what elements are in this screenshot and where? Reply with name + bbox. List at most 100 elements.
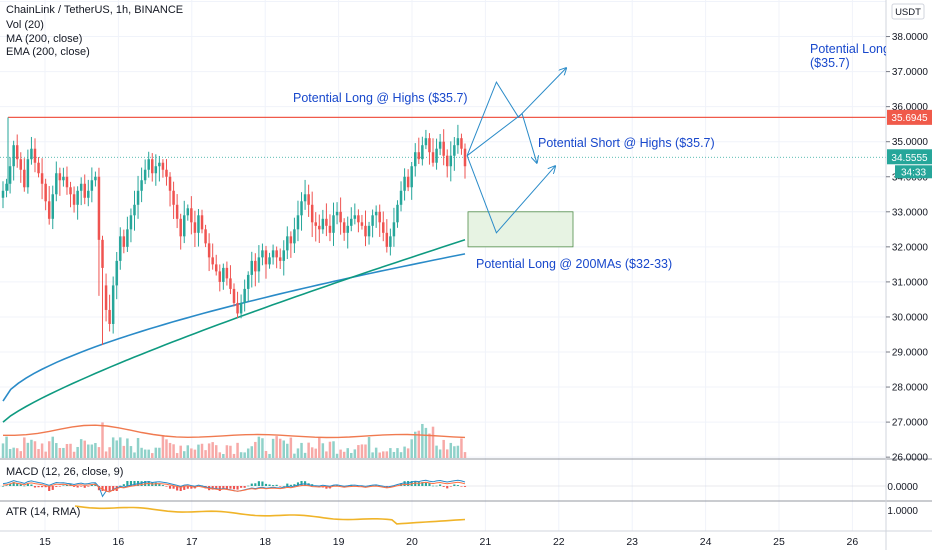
macd-histogram-bar — [80, 486, 83, 487]
macd-histogram-bar — [272, 485, 275, 486]
candle — [97, 167, 101, 296]
volume-bar — [8, 449, 12, 458]
candle — [76, 186, 79, 220]
volume-bar — [453, 446, 456, 458]
candle — [183, 200, 186, 244]
macd-histogram-bar — [293, 484, 296, 486]
macd-histogram-bar — [442, 486, 445, 487]
volume-bar — [87, 444, 90, 458]
volume-bar — [449, 442, 453, 458]
candle — [342, 218, 346, 241]
candle — [37, 157, 40, 178]
volume-bar — [463, 452, 467, 458]
macd-histogram-bar — [250, 483, 253, 486]
macd-pane-label[interactable]: MACD (12, 26, close, 9) — [6, 466, 124, 478]
candle — [44, 178, 47, 211]
candle — [417, 137, 421, 165]
macd-histogram-bar — [264, 483, 268, 486]
macd-histogram-bar — [332, 485, 335, 486]
volume-bar — [243, 452, 246, 458]
macd-histogram-bar — [261, 481, 264, 486]
candle — [225, 261, 229, 286]
candle — [33, 138, 37, 173]
volume-bar — [154, 447, 158, 458]
volume-bar — [293, 453, 296, 458]
candle — [19, 152, 23, 183]
volume-bar — [119, 437, 122, 458]
volume-bar — [19, 451, 23, 458]
candle — [335, 202, 339, 225]
volume-bar — [296, 448, 300, 458]
macd-histogram-bar — [257, 481, 260, 486]
candle — [126, 216, 129, 252]
candle — [136, 175, 140, 219]
candle — [406, 169, 410, 192]
macd-histogram-bar — [44, 486, 47, 488]
volume-bar — [47, 441, 51, 458]
volume-bar — [396, 448, 399, 458]
volume-bar — [286, 443, 289, 458]
volume-bar — [239, 452, 243, 458]
annotation-long-highs: Potential Long @ Highs ($35.7) — [293, 91, 468, 105]
price-tick-label: 33.0000 — [892, 207, 929, 218]
volume-bar — [335, 453, 339, 458]
indicator-vol[interactable]: Vol (20) — [6, 19, 44, 31]
annotation-long-cut: Potential Long — [810, 42, 886, 56]
volume-bar — [456, 445, 460, 458]
candle — [1, 181, 5, 209]
atr-pane-label[interactable]: ATR (14, RMA) — [6, 506, 81, 518]
symbol-title[interactable]: ChainLink / TetherUS, 1h, BINANCE — [6, 4, 184, 16]
candle — [328, 214, 332, 242]
volume-bar — [62, 447, 65, 458]
candle — [69, 181, 72, 208]
macd-histogram-bar — [282, 486, 285, 487]
time-tick-label: 19 — [333, 536, 345, 548]
candle — [111, 276, 115, 334]
candle — [445, 149, 449, 178]
time-tick-label: 22 — [553, 536, 565, 548]
volume-bar — [147, 449, 150, 458]
volume-bar — [442, 439, 445, 458]
volume-bar — [250, 446, 254, 458]
volume-bar — [374, 447, 378, 458]
candle — [371, 209, 374, 238]
macd-histogram-bar — [428, 483, 431, 486]
volume-bar — [179, 445, 182, 458]
indicator-ema[interactable]: EMA (200, close) — [6, 46, 90, 58]
volume-bar — [136, 438, 140, 458]
macd-histogram-bar — [129, 481, 133, 486]
time-tick-label: 26 — [847, 536, 859, 548]
volume-bar — [360, 444, 364, 458]
volume-bar — [1, 443, 5, 458]
volume-bar — [33, 441, 37, 458]
candle — [175, 194, 179, 229]
candle — [293, 217, 296, 253]
volume-bar — [406, 448, 410, 458]
volume-bar — [353, 449, 357, 458]
candle — [346, 216, 349, 249]
macd-histogram-bar — [222, 486, 225, 490]
macd-histogram-bar — [154, 482, 157, 486]
support-zone — [467, 211, 574, 248]
unit-badge — [891, 3, 925, 20]
indicator-ma[interactable]: MA (200, close) — [6, 33, 83, 45]
price-tick-label: 35.0000 — [892, 137, 929, 148]
volume-bar — [268, 453, 271, 458]
macd-histogram-bar — [460, 486, 463, 487]
macd-histogram-bar — [449, 486, 452, 487]
candle — [8, 157, 12, 194]
price-tick-label: 32.0000 — [892, 242, 929, 253]
volume-bar — [410, 439, 413, 458]
candle — [350, 207, 353, 232]
macd-histogram-bar — [87, 486, 90, 487]
moving-averages — [0, 116, 886, 423]
candle — [30, 136, 33, 165]
macd-histogram-bar — [385, 486, 388, 487]
volume-bar — [115, 440, 118, 458]
candle — [90, 167, 94, 203]
macd-histogram-bar — [190, 486, 193, 489]
candle — [104, 273, 108, 322]
volume-bar — [257, 436, 261, 458]
macd-histogram-bar — [9, 483, 12, 486]
